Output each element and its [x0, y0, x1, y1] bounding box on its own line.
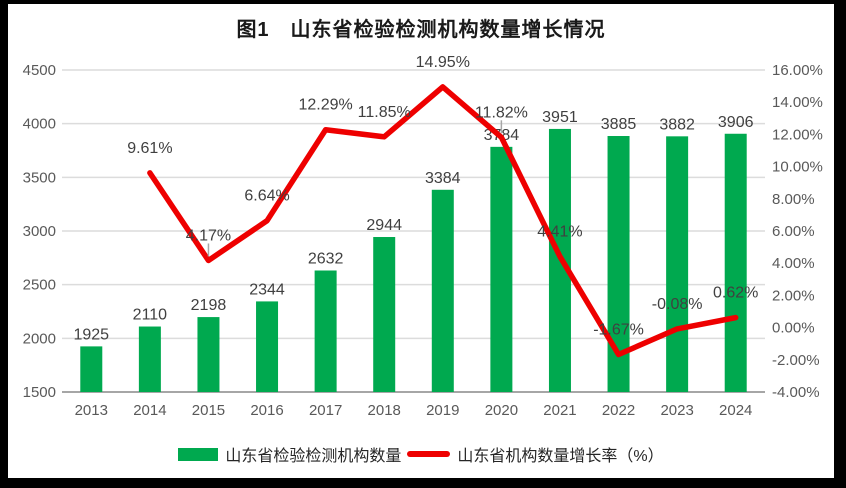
- line-series-label: 山东省机构数量增长率（%）: [457, 448, 664, 465]
- line-value-label: 11.82%: [475, 104, 528, 121]
- line-value-label: 9.61%: [127, 140, 172, 157]
- right-axis-tick-label: 4.00%: [772, 255, 815, 272]
- line-value-label: -1.67%: [593, 321, 644, 338]
- line-value-label: 14.95%: [416, 54, 470, 71]
- bar: [373, 237, 396, 392]
- line-value-label: 4.17%: [186, 227, 231, 244]
- bar: [197, 317, 220, 392]
- bar: [490, 146, 513, 392]
- bar: [80, 346, 103, 392]
- line-value-label: 6.64%: [244, 188, 289, 205]
- left-axis-tick-label: 2000: [23, 330, 56, 347]
- bar-value-label: 2344: [249, 281, 285, 298]
- bar: [256, 301, 279, 392]
- bar-value-label: 1925: [73, 326, 109, 343]
- combo-chart-plot: 4500 4000 3500 3000 2500 2000 1500 16.00% 14.00%…: [23, 54, 823, 419]
- bar: [314, 270, 337, 392]
- line-value-label: 11.85%: [358, 104, 411, 121]
- bar: [138, 326, 161, 392]
- chart-legend: 山东省检验检测机构数量 山东省机构数量增长率（%）: [8, 440, 834, 468]
- bar-value-label: 3384: [425, 170, 461, 187]
- right-axis-tick-label: 2.00%: [772, 287, 815, 304]
- legend-item-line-series: 山东省机构数量增长率（%）: [407, 442, 664, 466]
- x-axis-tick-label: 2021: [543, 402, 576, 419]
- right-axis-tick-label: -2.00%: [772, 352, 820, 369]
- x-axis-tick-label: 2015: [192, 402, 225, 419]
- bar-series-swatch: [178, 447, 219, 461]
- right-axis-tick-label: 14.00%: [772, 94, 823, 111]
- right-axis-tick-label: -4.00%: [772, 384, 820, 401]
- bar-value-label: 3885: [601, 116, 637, 133]
- x-axis-tick-label: 2017: [309, 402, 342, 419]
- left-axis-tick-label: 3500: [23, 169, 56, 186]
- right-axis-tick-label: 16.00%: [772, 62, 823, 79]
- left-axis-tick-label: 2500: [23, 277, 56, 294]
- line-value-label: -0.08%: [652, 296, 703, 313]
- bar-series-label: 山东省检验检测机构数量: [225, 448, 402, 465]
- bar-value-label: 2944: [366, 217, 402, 234]
- bar-value-label: 3951: [542, 109, 578, 126]
- bar-value-label: 2198: [191, 297, 227, 314]
- x-axis-tick-label: 2024: [719, 402, 752, 419]
- bar-value-label: 2632: [308, 250, 344, 267]
- x-axis-tick-label: 2023: [660, 402, 693, 419]
- bar-value-label: 3906: [718, 114, 754, 131]
- x-axis-tick-label: 2016: [250, 402, 283, 419]
- growth-rate-line: [147, 84, 739, 358]
- right-axis-tick-label: 0.00%: [772, 320, 815, 337]
- x-axis-tick-label: 2013: [75, 402, 108, 419]
- right-axis-tick-label: 10.00%: [772, 159, 823, 176]
- left-axis-tick-label: 1500: [23, 384, 56, 401]
- line-series-swatch: [407, 451, 451, 457]
- chart-title: 图1 山东省检验检测机构数量增长情况: [236, 19, 606, 41]
- line-value-label: 0.62%: [713, 285, 758, 302]
- right-axis-tick-label: 8.00%: [772, 191, 815, 208]
- left-axis-tick-label: 4000: [23, 116, 56, 133]
- left-axis-tick-label: 3000: [23, 223, 56, 240]
- x-axis-tick-label: 2014: [133, 402, 166, 419]
- right-axis-tick-label: 12.00%: [772, 126, 823, 143]
- bar-value-label: 2110: [133, 307, 168, 324]
- bar: [431, 189, 454, 392]
- bar-value-label: 3882: [659, 116, 695, 133]
- legend-item-bar-series: 山东省检验检测机构数量: [178, 442, 401, 466]
- x-axis-tick-label: 2019: [426, 402, 459, 419]
- bar: [607, 136, 630, 392]
- bar: [724, 133, 747, 393]
- x-axis-tick-label: 2020: [485, 402, 518, 419]
- right-axis-tick-label: 6.00%: [772, 223, 815, 240]
- left-axis-tick-label: 4500: [23, 62, 56, 79]
- x-axis-tick-label: 2018: [368, 402, 401, 419]
- bar: [666, 136, 689, 392]
- line-value-label: 12.29%: [298, 97, 352, 114]
- line-value-label: 4.41%: [537, 224, 582, 241]
- x-axis-tick-label: 2022: [602, 402, 635, 419]
